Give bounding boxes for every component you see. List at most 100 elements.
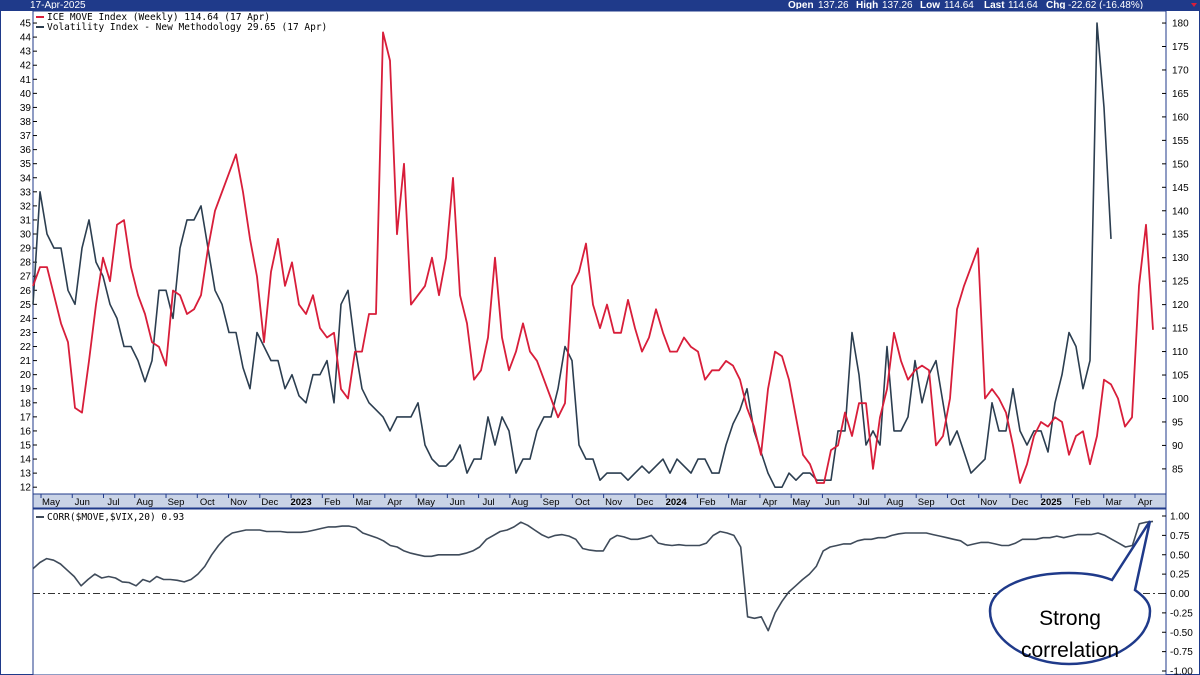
left-tick-label: 28	[20, 258, 32, 269]
header-high-value: 137.26	[882, 0, 913, 11]
right-tick-label: 140	[1172, 206, 1189, 217]
left-tick-label: 15	[20, 440, 32, 451]
x-tick-label: Aug	[136, 497, 153, 508]
corr-tick-label: 0.50	[1170, 550, 1190, 561]
left-tick-label: 16	[20, 426, 32, 437]
x-tick-label: 2023	[290, 497, 311, 508]
corr-tick-label: -1.00	[1170, 667, 1193, 675]
x-tick-label: Dec	[636, 497, 653, 508]
corr-line	[32, 520, 1154, 632]
corr-tick-label: 0.00	[1170, 589, 1190, 600]
right-tick-label: 115	[1172, 324, 1188, 335]
x-tick-label: Mar	[730, 497, 746, 508]
header-date: 17-Apr-2025	[30, 0, 86, 11]
down-arrow-icon	[1191, 3, 1197, 7]
legend-vix: Volatility Index - New Methodology 29.65…	[47, 22, 327, 33]
left-tick-label: 35	[20, 159, 32, 170]
header-chg-value: -22.62 (-16.48%)	[1068, 0, 1143, 11]
x-tick-label: Mar	[355, 497, 371, 508]
right-tick-label: 125	[1172, 277, 1189, 288]
right-tick-label: 180	[1172, 19, 1189, 30]
left-tick-label: 38	[20, 117, 32, 128]
right-tick-label: 100	[1172, 394, 1189, 405]
left-tick-label: 23	[20, 328, 32, 339]
left-tick-label: 45	[20, 19, 32, 30]
x-tick-label: Jun	[450, 497, 465, 508]
callout: Strong correlation	[988, 520, 1152, 666]
x-tick-label: 2024	[666, 497, 688, 508]
left-tick-label: 34	[20, 173, 32, 184]
callout-bubble	[988, 520, 1152, 666]
x-tick-label: May	[417, 497, 435, 508]
x-tick-label: Jul	[107, 497, 119, 508]
left-tick-label: 37	[20, 131, 32, 142]
left-tick-label: 40	[20, 89, 32, 100]
left-tick-label: 19	[20, 384, 32, 395]
left-tick-label: 44	[20, 33, 32, 44]
right-tick-label: 130	[1172, 253, 1189, 264]
legend: ICE MOVE Index (Weekly) 114.64 (17 Apr) …	[36, 12, 327, 33]
header-low-label: Low	[920, 0, 940, 11]
left-tick-label: 32	[20, 201, 32, 212]
corr-lines	[32, 520, 1154, 632]
left-tick-label: 43	[20, 47, 32, 58]
left-tick-label: 12	[20, 483, 32, 494]
header-high-label: High	[856, 0, 878, 11]
left-tick-label: 29	[20, 244, 32, 255]
left-tick-label: 20	[20, 370, 32, 381]
x-tick-label: Dec	[261, 497, 278, 508]
x-tick-label: May	[42, 497, 60, 508]
left-tick-label: 26	[20, 286, 32, 297]
left-tick-label: 17	[20, 412, 32, 423]
right-tick-label: 160	[1172, 112, 1189, 123]
header-open-label: Open	[788, 0, 814, 11]
corr-legend: CORR($MOVE,$VIX,20) 0.93	[36, 512, 184, 523]
left-tick-label: 41	[20, 75, 32, 86]
series-lines	[32, 22, 1154, 489]
x-tick-label: Nov	[980, 497, 997, 508]
right-tick-label: 90	[1172, 441, 1184, 452]
legend-move: ICE MOVE Index (Weekly) 114.64 (17 Apr)	[47, 12, 270, 23]
corr-panel	[32, 508, 1167, 675]
x-tick-label: Jul	[858, 497, 870, 508]
right-tick-label: 135	[1172, 230, 1189, 241]
corr-tick-label: 0.25	[1170, 570, 1190, 581]
header-last-label: Last	[984, 0, 1005, 11]
right-tick-label: 105	[1172, 371, 1189, 382]
callout-line-1: Strong	[1039, 607, 1101, 630]
x-tick-label: Mar	[1106, 497, 1122, 508]
left-tick-label: 31	[20, 215, 32, 226]
right-tick-label: 95	[1172, 417, 1184, 428]
x-tick-label: Feb	[1074, 497, 1090, 508]
left-tick-label: 42	[20, 61, 32, 72]
move-line	[32, 31, 1154, 484]
right-tick-label: 175	[1172, 42, 1189, 53]
x-tick-label: Aug	[511, 497, 528, 508]
left-tick-label: 24	[20, 314, 32, 325]
x-tick-label: Jun	[75, 497, 90, 508]
right-tick-label: 145	[1172, 183, 1189, 194]
callout-line-2: correlation	[1021, 639, 1119, 662]
x-tick-label: Aug	[886, 497, 903, 508]
corr-tick-label: -0.75	[1170, 647, 1193, 658]
right-tick-label: 85	[1172, 464, 1184, 475]
x-tick-label: Oct	[200, 497, 215, 508]
left-tick-label: 33	[20, 187, 32, 198]
left-axis: 12 13 14 15 16 17 18 19 20 21 22 23 24 25 26 27 28 29 30 31…	[20, 19, 37, 494]
right-tick-label: 120	[1172, 300, 1189, 311]
main-frame	[0, 9, 1200, 675]
x-tick-label: Dec	[1012, 497, 1029, 508]
right-tick-label: 110	[1172, 347, 1188, 358]
x-tick-label: Feb	[324, 497, 340, 508]
x-tick-label: Apr	[387, 497, 402, 508]
x-tick-label: Feb	[699, 497, 715, 508]
corr-tick-label: 1.00	[1170, 512, 1190, 523]
left-tick-label: 36	[20, 145, 32, 156]
x-tick-label: Sep	[918, 497, 935, 508]
corr-axis: 1.00 0.75 0.50 0.25 0.00 -0.25 -0.50 -0.75 -1.00	[1162, 512, 1193, 675]
left-tick-label: 13	[20, 469, 32, 480]
legend-corr: CORR($MOVE,$VIX,20) 0.93	[47, 512, 184, 523]
left-tick-label: 21	[20, 356, 32, 367]
x-tick-label: Jul	[483, 497, 495, 508]
